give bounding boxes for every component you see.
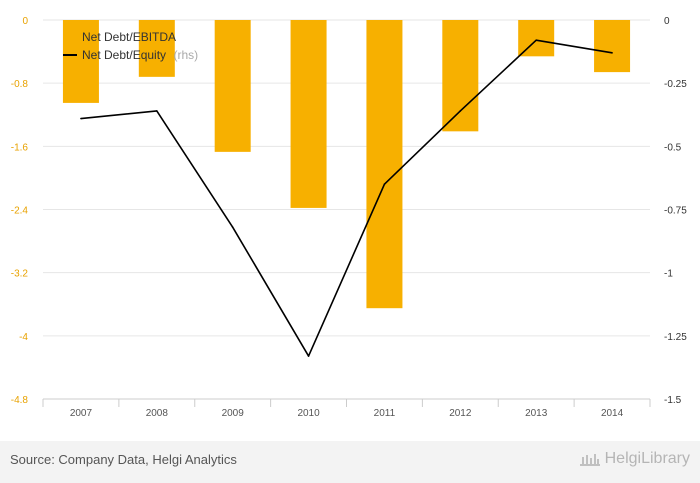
line-point-2009: [231, 226, 234, 228]
left-tick-label: -0.8: [11, 79, 29, 90]
library-building-icon: [579, 454, 600, 466]
x-tick-label: 2011: [374, 408, 396, 419]
line-point-2013: [535, 39, 537, 42]
line-net-debt-equity: [80, 39, 613, 357]
grid-lines: [42, 19, 651, 407]
bar-2014: [594, 20, 631, 73]
legend-label-line-name: Net Debt/Equity: [82, 48, 166, 62]
legend-label-line-note: (rhs): [174, 48, 199, 62]
chart: 0 -0.8 -1.6 -2.4 -3.2 -4 -4.8 0 -0.25 -0.5 -0.75 -…: [11, 16, 687, 419]
right-axis-ticks: 0 -0.25 -0.5 -0.75 -1 -1.25 -1.5: [664, 16, 687, 406]
line-point-2014: [611, 52, 613, 54]
x-axis-ticks: 2007 2008 2009 2010 2011 2012 2013 2014: [70, 408, 624, 419]
x-tick-label: 2012: [449, 408, 472, 419]
line-point-2011: [383, 183, 386, 186]
bar-2012: [442, 20, 479, 132]
left-tick-label: 0: [22, 16, 28, 27]
brand-name: HelgiLibrary: [604, 450, 690, 467]
x-tick-label: 2010: [297, 408, 320, 419]
legend-swatch-bar: [67, 32, 77, 42]
footer: Source: Company Data, Helgi Analytics He…: [0, 441, 700, 483]
line-point-2008: [156, 110, 158, 112]
brand-logo: HelgiLibrary: [579, 450, 690, 468]
line-point-2007: [80, 117, 82, 120]
left-tick-label: -1.6: [11, 142, 29, 153]
left-axis-ticks: 0 -0.8 -1.6 -2.4 -3.2 -4 -4.8: [11, 16, 29, 406]
bar-series-net-debt-ebitda: [62, 20, 631, 309]
right-tick-label: -1.5: [664, 395, 682, 406]
bar-2008: [138, 20, 175, 77]
source-text: Source: Company Data, Helgi Analytics: [10, 452, 237, 467]
right-tick-label: -0.75: [664, 206, 687, 217]
right-tick-label: -0.25: [664, 79, 687, 90]
left-tick-label: -4.8: [11, 395, 29, 406]
x-tick-label: 2009: [222, 408, 245, 419]
bar-2009: [214, 20, 251, 152]
x-tick-label: 2013: [525, 408, 548, 419]
bar-2010: [290, 20, 327, 208]
x-tick-label: 2008: [146, 408, 169, 419]
bar-2011: [366, 20, 403, 309]
right-tick-label: 0: [664, 16, 670, 27]
line-series-net-debt-equity: [80, 39, 613, 357]
x-tick-label: 2007: [70, 408, 93, 419]
bar-2013: [518, 20, 555, 57]
left-tick-label: -4: [19, 332, 28, 343]
right-tick-label: -0.5: [664, 142, 682, 153]
legend: Net Debt/EBITDA Net Debt/Equity (rhs): [63, 30, 198, 63]
x-tick-label: 2014: [601, 408, 624, 419]
left-tick-label: -3.2: [11, 269, 29, 280]
left-tick-label: -2.4: [11, 206, 29, 217]
right-tick-label: -1: [664, 269, 673, 280]
legend-label-bar: Net Debt/EBITDA: [82, 30, 176, 44]
right-tick-label: -1.25: [664, 332, 687, 343]
legend-label-line: Net Debt/Equity (rhs): [82, 46, 198, 63]
line-point-2012: [459, 110, 462, 112]
line-point-2010: [307, 355, 310, 357]
